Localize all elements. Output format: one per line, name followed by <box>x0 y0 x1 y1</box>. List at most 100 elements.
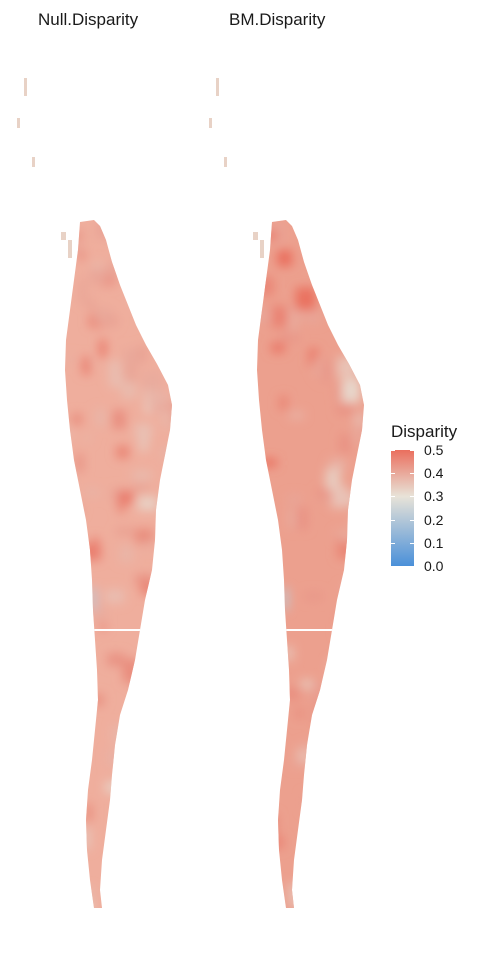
map-cell-patch <box>65 469 72 488</box>
map-cell-patch <box>329 459 345 471</box>
map-cell-patch <box>257 546 264 569</box>
panel-null-title: Null.Disparity <box>38 10 139 29</box>
map-cell-patch <box>330 486 348 508</box>
map-cell-patch <box>316 822 326 843</box>
map-cell-patch <box>357 343 364 365</box>
map-cell-patch <box>84 803 93 822</box>
map-cell-patch <box>158 286 168 301</box>
map-cell-patch <box>160 446 172 460</box>
map-cell-patch <box>257 277 275 296</box>
map-cell-patch <box>140 582 157 595</box>
map-cell-patch <box>328 267 341 284</box>
map-cell-patch <box>130 794 151 803</box>
map-cell-patch <box>163 797 172 817</box>
map-cell-patch <box>314 356 321 377</box>
map-cell-patch <box>151 877 169 897</box>
map-cell-patch <box>80 279 87 304</box>
legend-tick-mark <box>410 520 414 521</box>
map-cell-patch <box>125 361 137 383</box>
low-disparity-cell <box>283 588 288 610</box>
legend-tick-mark <box>391 496 395 497</box>
map-cell-patch <box>333 714 342 737</box>
map-cell-patch <box>80 891 95 899</box>
map-cell-patch <box>78 252 86 260</box>
legend-tick-mark <box>391 543 395 544</box>
map-cell-patch <box>270 836 285 849</box>
legend-tick-mark <box>391 566 395 567</box>
map-cell-patch <box>257 619 271 627</box>
map-cell-patch <box>132 291 141 307</box>
map-cell-patch <box>170 471 172 490</box>
map-cell-patch <box>131 749 140 766</box>
map-cell-patch <box>122 659 139 683</box>
map-cell-patch <box>337 626 350 637</box>
map-cell-patch <box>267 617 275 632</box>
map-cell-patch <box>260 824 271 845</box>
map-cell-patch <box>346 675 356 688</box>
map-cell-patch <box>118 856 129 876</box>
map-cell-patch <box>144 225 160 247</box>
map-cell-patch <box>287 883 301 907</box>
map-cell-patch <box>336 402 354 415</box>
map-cell-patch <box>65 652 73 660</box>
map-cell-patch <box>108 264 119 273</box>
map-cell-patch <box>259 673 279 695</box>
map-cell-patch <box>65 620 76 628</box>
map-cell-patch <box>138 345 147 362</box>
map-cell-patch <box>140 884 155 908</box>
map-cell-patch <box>65 433 70 440</box>
map-cell-patch <box>84 694 105 706</box>
map-cell-patch <box>136 729 147 747</box>
map-cell-patch <box>352 427 361 444</box>
map-cell-patch <box>105 781 123 793</box>
map-cell-patch <box>281 687 301 700</box>
map-cell-patch <box>342 323 361 333</box>
legend-tick-mark <box>410 496 414 497</box>
map-cell-patch <box>83 434 91 442</box>
map-cell-patch <box>81 544 101 561</box>
map-cell-patch <box>292 895 304 908</box>
map-cell-patch <box>259 230 279 240</box>
map-cell-patch <box>72 504 82 515</box>
null-disparity-map <box>17 78 172 908</box>
panel-bm-title: BM.Disparity <box>229 10 326 29</box>
map-cell-patch <box>147 389 165 408</box>
map-cell-patch <box>354 412 364 426</box>
map-cell-patch <box>313 220 332 235</box>
map-cell-patch <box>68 354 75 365</box>
map-cell-patch <box>367 497 386 512</box>
map-cell-patch <box>341 534 350 542</box>
map-cell-patch <box>295 287 316 311</box>
map-cell-patch <box>306 308 321 324</box>
map-cell-patch <box>160 240 172 255</box>
map-cell-patch <box>330 664 339 685</box>
map-cell-patch <box>93 308 112 324</box>
map-cell-patch <box>358 526 364 543</box>
map-cell-patch <box>71 413 83 425</box>
section-divider <box>257 629 364 631</box>
map-cell-patch <box>350 518 361 527</box>
map-cell-patch <box>159 578 169 596</box>
map-cell-patch <box>306 253 319 260</box>
map-cell-patch <box>341 378 361 403</box>
map-cell-patch <box>344 661 357 677</box>
map-cell-patch <box>142 372 162 394</box>
map-cell-patch <box>291 759 301 768</box>
map-cell-patch <box>142 669 162 689</box>
isolated-cell <box>209 118 212 128</box>
legend-tick-mark <box>410 566 414 567</box>
isolated-cell <box>17 118 20 128</box>
map-cell-patch <box>325 468 341 490</box>
map-cell-patch <box>65 428 71 440</box>
map-cell-patch <box>99 622 107 631</box>
map-cell-patch <box>257 309 272 322</box>
map-cell-patch <box>112 725 130 744</box>
map-cell-patch <box>346 793 363 812</box>
legend-tick-label: 0.1 <box>424 534 444 551</box>
map-cell-patch <box>142 541 152 549</box>
isolated-cell <box>224 157 227 167</box>
map-cell-patch <box>317 493 333 502</box>
map-cell-patch <box>313 704 330 726</box>
map-cell-patch <box>339 434 351 454</box>
map-cell-patch <box>270 342 286 353</box>
